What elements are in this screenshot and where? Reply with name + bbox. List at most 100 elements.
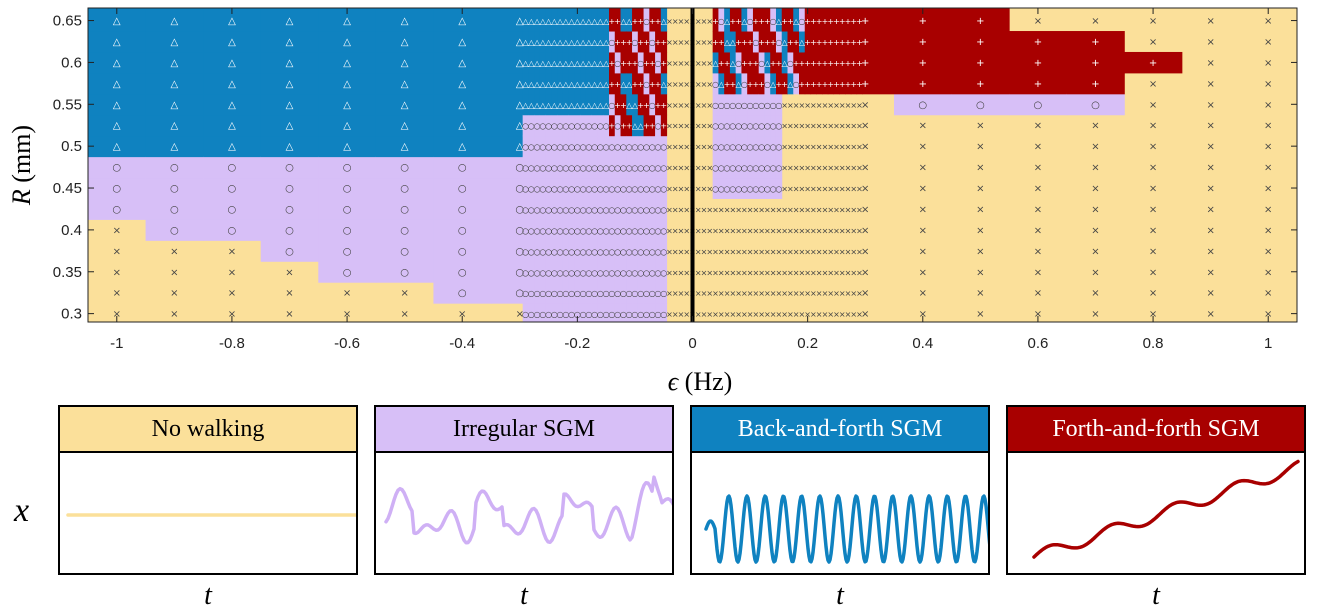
regime-marker: × bbox=[741, 289, 748, 298]
regime-marker: × bbox=[724, 268, 731, 277]
regime-marker: × bbox=[683, 80, 690, 89]
regime-cell bbox=[718, 72, 725, 95]
regime-marker: ○ bbox=[620, 226, 627, 235]
regime-marker: × bbox=[758, 310, 765, 319]
regime-marker: × bbox=[770, 247, 777, 256]
regime-marker: ○ bbox=[603, 247, 610, 256]
regime-cell bbox=[603, 303, 610, 323]
regime-marker: × bbox=[793, 289, 800, 298]
regime-marker: × bbox=[1206, 184, 1214, 195]
regime-marker: × bbox=[735, 247, 742, 256]
regime-marker: × bbox=[781, 122, 788, 131]
regime-marker: × bbox=[781, 226, 788, 235]
regime-marker: × bbox=[1206, 267, 1214, 278]
regime-marker: + bbox=[764, 38, 771, 47]
regime-cell bbox=[752, 135, 760, 158]
regime-cell bbox=[655, 261, 662, 283]
regime-marker: × bbox=[1149, 142, 1157, 153]
regime-marker: + bbox=[781, 80, 788, 89]
regime-cell bbox=[643, 51, 650, 74]
regime-marker: ○ bbox=[591, 289, 598, 298]
regime-cell bbox=[764, 177, 771, 199]
regime-marker: + bbox=[776, 59, 783, 68]
regime-marker: × bbox=[804, 226, 811, 235]
regime-cell bbox=[539, 282, 547, 304]
regime-cell bbox=[637, 177, 645, 199]
regime-marker: × bbox=[695, 38, 702, 47]
regime-cell bbox=[491, 135, 524, 158]
regime-marker: × bbox=[758, 205, 765, 214]
regime-marker: △ bbox=[557, 80, 564, 89]
regime-cell bbox=[580, 261, 587, 283]
regime-cell bbox=[764, 93, 771, 116]
regime-marker: ○ bbox=[400, 246, 409, 257]
regime-marker: △ bbox=[286, 100, 294, 111]
regime-cell bbox=[203, 177, 262, 199]
regime-marker: △ bbox=[626, 80, 633, 89]
regime-marker: × bbox=[741, 205, 748, 214]
regime-marker: △ bbox=[724, 17, 731, 26]
regime-marker: × bbox=[839, 226, 846, 235]
regime-marker: × bbox=[822, 310, 829, 319]
regime-marker: △ bbox=[534, 17, 541, 26]
regime-marker: + bbox=[827, 80, 834, 89]
regime-cell bbox=[1066, 72, 1125, 95]
regime-cell bbox=[562, 72, 570, 95]
regime-marker: △ bbox=[540, 59, 547, 68]
regime-marker: × bbox=[718, 289, 725, 298]
regime-marker: ○ bbox=[528, 310, 535, 319]
regime-cell bbox=[764, 114, 771, 137]
regime-marker: × bbox=[764, 226, 771, 235]
regime-marker: × bbox=[729, 289, 736, 298]
regime-marker: ○ bbox=[528, 226, 535, 235]
regime-marker: ○ bbox=[712, 101, 719, 110]
regime-cell bbox=[643, 198, 650, 220]
regime-marker: + bbox=[776, 80, 783, 89]
regime-marker: ○ bbox=[631, 38, 638, 47]
regime-cell bbox=[729, 72, 737, 95]
regime-marker: × bbox=[799, 310, 806, 319]
regime-marker: + bbox=[816, 59, 823, 68]
regime-marker: △ bbox=[597, 38, 604, 47]
regime-cell bbox=[557, 93, 564, 116]
regime-cell bbox=[781, 31, 788, 53]
regime-cell bbox=[545, 240, 552, 262]
regime-marker: × bbox=[735, 310, 742, 319]
regime-cell bbox=[614, 135, 622, 158]
regime-cell bbox=[551, 177, 558, 199]
regime-marker: × bbox=[752, 310, 759, 319]
regime-cell bbox=[655, 198, 662, 220]
regime-marker: × bbox=[856, 268, 863, 277]
regime-marker: × bbox=[747, 268, 754, 277]
regime-marker: × bbox=[666, 310, 673, 319]
regime-marker: × bbox=[712, 268, 719, 277]
regime-marker: × bbox=[458, 309, 466, 320]
regime-marker: × bbox=[827, 268, 834, 277]
regime-marker: × bbox=[781, 143, 788, 152]
regime-marker: △ bbox=[782, 38, 789, 47]
x-tick-label: 1 bbox=[1264, 335, 1272, 352]
regime-marker: ○ bbox=[528, 289, 535, 298]
regime-marker: × bbox=[799, 289, 806, 298]
regime-marker: △ bbox=[626, 101, 633, 110]
regime-cell bbox=[637, 93, 645, 116]
regime-cell bbox=[591, 177, 599, 199]
regime-marker: ○ bbox=[580, 247, 587, 256]
regime-cell bbox=[260, 198, 319, 220]
regime-cell bbox=[718, 93, 725, 116]
regime-marker: + bbox=[833, 38, 840, 47]
regime-cell bbox=[609, 198, 616, 220]
regime-cell bbox=[603, 72, 610, 95]
regime-cell bbox=[649, 72, 656, 95]
regime-cell bbox=[810, 51, 817, 74]
regime-marker: ○ bbox=[1091, 100, 1100, 111]
regime-cell bbox=[528, 114, 535, 137]
regime-marker: ○ bbox=[608, 143, 615, 152]
regime-marker: × bbox=[816, 143, 823, 152]
regime-cell bbox=[574, 156, 581, 179]
regime-cell bbox=[551, 93, 558, 116]
regime-cell bbox=[522, 261, 529, 283]
regime-marker: ○ bbox=[775, 185, 782, 194]
regime-cell bbox=[770, 72, 777, 95]
regime-marker: × bbox=[666, 80, 673, 89]
